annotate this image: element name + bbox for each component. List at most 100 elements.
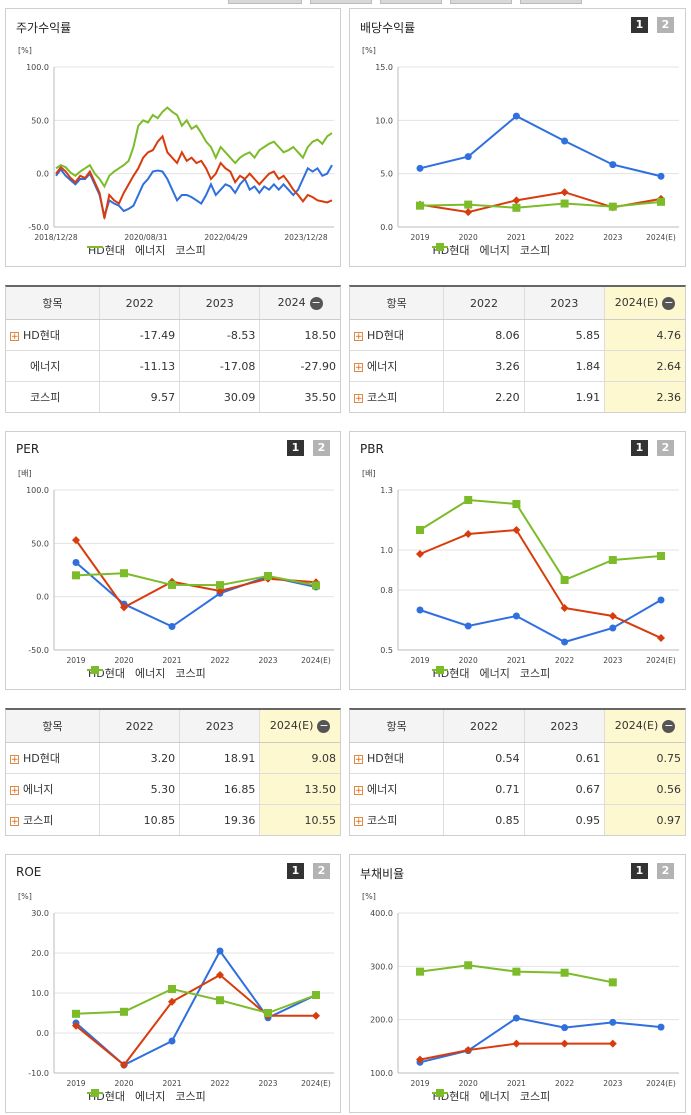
- legend-item[interactable]: 에너지: [431, 242, 510, 258]
- table-cell: 4.76: [604, 319, 685, 352]
- legend-item[interactable]: 에너지: [87, 242, 165, 258]
- legend-label: 에너지: [134, 1090, 166, 1103]
- page-2-button[interactable]: 2: [657, 17, 674, 33]
- series-line: [419, 528, 662, 639]
- data-point: [560, 604, 569, 612]
- expand-plus-icon[interactable]: +: [10, 785, 19, 796]
- x-tick-label: 2022: [210, 656, 229, 665]
- expand-plus-icon[interactable]: +: [354, 816, 363, 827]
- data-point: [512, 196, 521, 205]
- y-tick-label: 100.0: [26, 486, 49, 495]
- column-header-label: 2023: [550, 296, 579, 310]
- row-label-cell: + 에너지: [350, 350, 445, 383]
- data-point: [216, 587, 224, 596]
- y-tick-label: 400.0: [370, 909, 393, 918]
- page-1-button[interactable]: 1: [287, 440, 304, 456]
- y-tick-label: 0.0: [36, 1029, 49, 1038]
- chart-svg: [%] 15.0 10.0 5.0 0.0 2019 2020 2021 2022 2023 202…: [362, 46, 679, 242]
- legend-item[interactable]: 에너지: [431, 665, 510, 681]
- x-tick-label: 2020/08/31: [124, 233, 167, 242]
- row-label-cell: + 에너지: [6, 773, 101, 806]
- table-row: 코스피 9.57 30.09 35.50: [6, 381, 340, 412]
- row-label-cell: + HD현대: [6, 742, 101, 775]
- legend-item[interactable]: 코스피: [87, 1088, 206, 1104]
- table-cell: 30.09: [179, 381, 261, 412]
- column-header-label: 항목: [42, 720, 63, 733]
- legend-item[interactable]: 코스피: [431, 1088, 550, 1104]
- column-header: 항목: [350, 287, 445, 320]
- expand-plus-icon[interactable]: +: [354, 754, 363, 765]
- data-point: [168, 623, 176, 631]
- page-1-button[interactable]: 1: [631, 440, 648, 456]
- minus-circle-icon[interactable]: −: [317, 718, 331, 733]
- x-tick-label: 2023/12/28: [284, 233, 327, 242]
- data-point: [657, 172, 665, 180]
- data-point: [512, 203, 521, 212]
- legend-item[interactable]: 코스피: [87, 242, 206, 258]
- legend-item[interactable]: 에너지: [87, 1088, 166, 1104]
- data-point: [464, 153, 472, 161]
- series-energy: [72, 971, 320, 1069]
- legend-item[interactable]: 코스피: [431, 665, 550, 681]
- page-1-button[interactable]: 1: [287, 863, 304, 879]
- data-point: [512, 500, 521, 508]
- x-tick-label: 2021: [162, 656, 181, 665]
- page-2-button[interactable]: 2: [313, 440, 330, 456]
- page-2-button[interactable]: 2: [657, 863, 674, 879]
- legend-swatch-icon: [87, 1089, 103, 1097]
- legend-item[interactable]: 에너지: [431, 1088, 510, 1104]
- x-tick-label: 2021: [162, 1079, 181, 1088]
- legend-item[interactable]: 코스피: [431, 242, 550, 258]
- stock-return-chart-panel: 주가수익률 [%] 100.0 50.0 0.0 -50.0 2018/12/28 2020…: [5, 8, 341, 267]
- minus-circle-icon[interactable]: −: [662, 295, 676, 310]
- table-cell: 0.97: [604, 804, 685, 835]
- top-tab[interactable]: [228, 0, 302, 4]
- expand-plus-icon[interactable]: +: [354, 785, 363, 796]
- table-cell: 9.57: [99, 381, 181, 412]
- minus-circle-icon[interactable]: −: [309, 295, 323, 310]
- series-kospi: [416, 197, 665, 212]
- column-header: 2024(E) −: [259, 710, 340, 743]
- top-tab[interactable]: [310, 0, 372, 4]
- top-tab[interactable]: [380, 0, 442, 4]
- chart-svg: [배] 1.3 1.0 0.8 0.5 2019 2020 2021 2022 2023 2024(…: [362, 469, 679, 665]
- data-point: [608, 202, 617, 211]
- x-tick-label: 2021: [507, 233, 526, 242]
- table-header-row: 항목 2022 2023 2024(E) −: [350, 710, 685, 743]
- series-kospi: [72, 569, 320, 590]
- table-cell: -17.08: [179, 350, 261, 383]
- data-point: [464, 530, 473, 538]
- top-tab[interactable]: [520, 0, 582, 4]
- legend-item[interactable]: 코스피: [87, 665, 206, 681]
- legend-item[interactable]: 에너지: [87, 665, 165, 681]
- expand-plus-icon[interactable]: +: [354, 393, 363, 404]
- top-tab[interactable]: [450, 0, 512, 4]
- expand-plus-icon[interactable]: +: [10, 816, 19, 827]
- column-header: 2022: [443, 287, 525, 320]
- data-point: [216, 947, 224, 955]
- row-label-cell: + 에너지: [350, 773, 445, 806]
- expand-plus-icon[interactable]: +: [354, 362, 363, 373]
- data-point: [416, 164, 424, 172]
- column-header-label: 2022: [125, 296, 154, 310]
- page-2-button[interactable]: 2: [313, 863, 330, 879]
- data-point: [512, 967, 521, 976]
- data-point: [609, 624, 617, 632]
- page-2-button[interactable]: 2: [657, 440, 674, 456]
- table-cell: 18.91: [179, 742, 261, 775]
- y-tick-label: 15.0: [375, 63, 393, 72]
- page-1-button[interactable]: 1: [631, 863, 648, 879]
- chart-legend: HD현대 에너지 코스피: [431, 665, 559, 681]
- x-tick-label: 2022: [210, 1079, 229, 1088]
- series-line: [419, 1017, 662, 1064]
- expand-plus-icon[interactable]: +: [10, 754, 19, 765]
- x-tick-label: 2019: [66, 1079, 85, 1088]
- expand-plus-icon[interactable]: +: [354, 331, 363, 342]
- table-cell: 10.85: [99, 804, 181, 835]
- page-1-button[interactable]: 1: [631, 17, 648, 33]
- y-tick-label: 30.0: [31, 909, 49, 918]
- expand-plus-icon[interactable]: +: [10, 331, 19, 342]
- minus-circle-icon[interactable]: −: [662, 718, 676, 733]
- data-point: [216, 996, 224, 1005]
- row-label-cell: + HD현대: [350, 319, 445, 352]
